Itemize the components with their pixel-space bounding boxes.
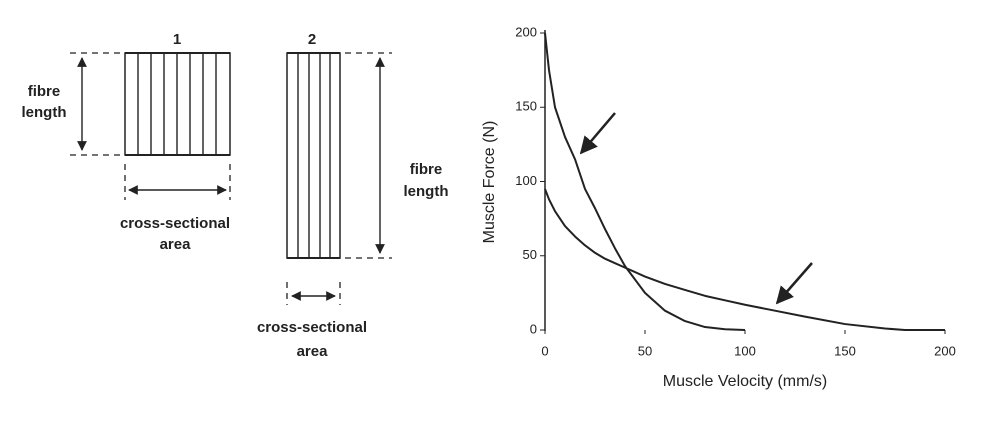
- y-tick-label: 50: [523, 247, 537, 262]
- x-tick-label: 150: [834, 343, 856, 358]
- x-tick-label: 200: [934, 343, 956, 358]
- x-tick-label: 0: [541, 343, 548, 358]
- muscle-2: 2 fibre length cross-sectional area: [257, 31, 449, 360]
- fibres: [297, 53, 331, 258]
- area-label: area: [160, 236, 192, 253]
- muscle-label: 2: [308, 31, 316, 48]
- fibres: [137, 53, 217, 155]
- x-tick-label: 100: [734, 343, 756, 358]
- area-label: cross-sectional: [120, 215, 230, 232]
- y-tick-label: 100: [515, 173, 537, 188]
- x-axis-title: Muscle Velocity (mm/s): [663, 373, 827, 390]
- x-tick-label: 50: [638, 343, 652, 358]
- fibre-length-label: length: [22, 104, 67, 121]
- curve: [544, 32, 746, 331]
- curve: [544, 188, 945, 331]
- muscle-1: 1 fibre length cross-sectional area: [22, 31, 231, 253]
- annotation-arrow: [775, 262, 813, 305]
- muscle-block: [286, 52, 341, 259]
- fibre-length-label: fibre: [28, 83, 61, 100]
- chart: Muscle Force (N) Muscle Velocity (mm/s) …: [481, 24, 956, 390]
- y-axis-title: Muscle Force (N): [481, 121, 498, 244]
- area-label: cross-sectional: [257, 319, 367, 336]
- area-label: area: [297, 343, 329, 360]
- y-tick-label: 200: [515, 24, 537, 39]
- fibre-length-label: fibre: [410, 161, 443, 178]
- annotation-arrow: [579, 112, 616, 155]
- fibre-length-label: length: [404, 183, 449, 200]
- muscle-label: 1: [173, 31, 181, 48]
- y-tick-label: 150: [515, 99, 537, 114]
- y-tick-label: 0: [530, 321, 537, 336]
